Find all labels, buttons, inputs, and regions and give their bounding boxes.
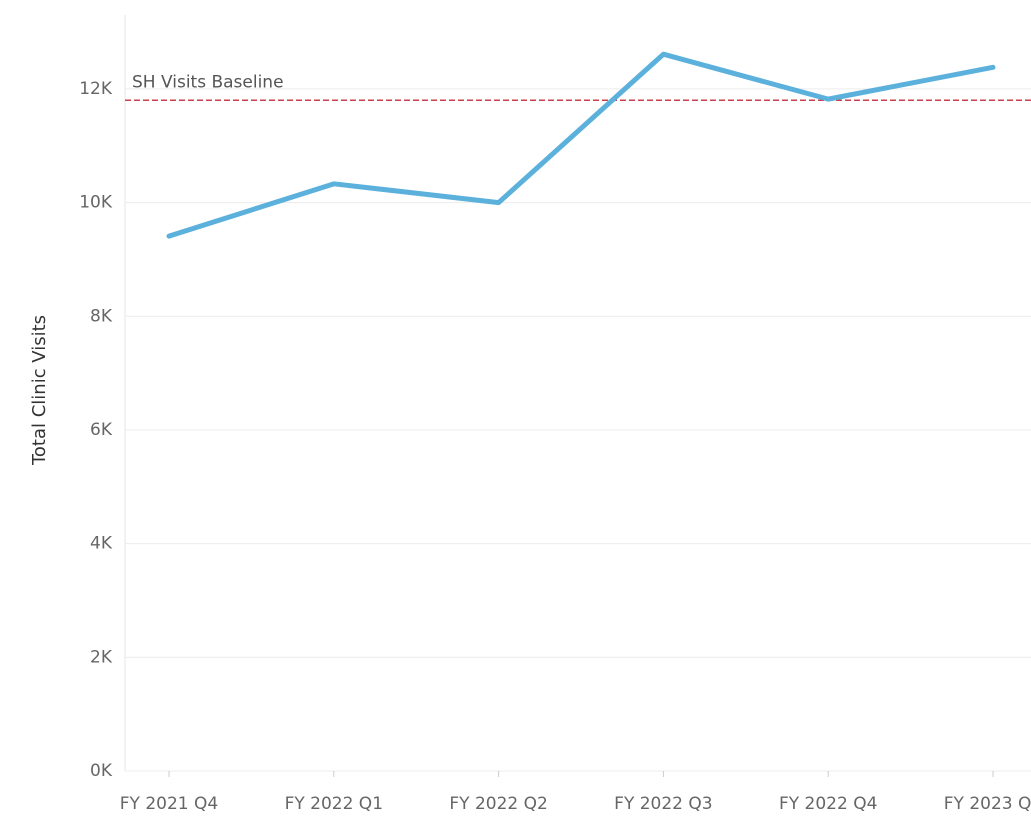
- x-tick-label: FY 2022 Q3: [614, 794, 712, 814]
- x-tick-label: FY 2022 Q2: [449, 794, 547, 814]
- y-tick-label: 4K: [90, 534, 113, 554]
- y-tick-label: 10K: [79, 193, 113, 213]
- x-tick-label: FY 2023 Q1: [944, 794, 1031, 814]
- y-tick-label: 2K: [90, 647, 113, 667]
- y-tick-label: 0K: [90, 761, 113, 781]
- y-tick-label: 8K: [90, 306, 113, 326]
- reference-label: SH Visits Baseline: [132, 72, 284, 92]
- line-series: [166, 51, 996, 239]
- y-axis-label: Total Clinic Visits: [29, 315, 50, 466]
- x-tick-label: FY 2022 Q4: [779, 794, 877, 814]
- y-tick-label: 12K: [79, 79, 113, 99]
- x-tick-label: FY 2022 Q1: [285, 794, 383, 814]
- x-tick-label: FY 2021 Q4: [120, 794, 218, 814]
- y-tick-label: 6K: [90, 420, 113, 440]
